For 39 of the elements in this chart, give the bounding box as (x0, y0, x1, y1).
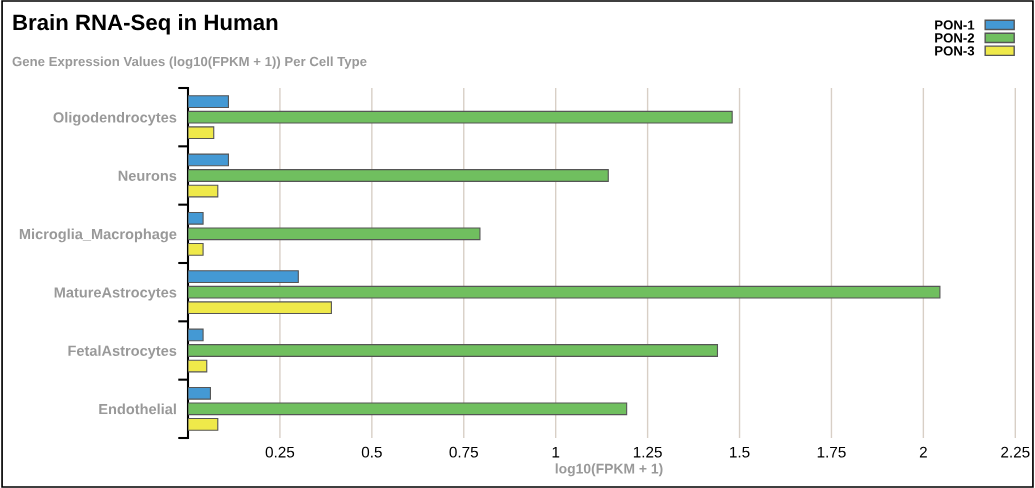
x-tick-label: 1.25 (633, 446, 662, 458)
y-tick-label: FetalAstrocytes (68, 345, 177, 359)
bar (188, 418, 219, 431)
bar (188, 386, 211, 400)
bar (188, 359, 208, 373)
x-axis-title: log10(FPKM + 1) (555, 463, 663, 477)
bar (188, 169, 609, 182)
x-tick-label: 0.75 (449, 446, 478, 458)
y-tick-label: Neurons (118, 170, 177, 181)
bar (188, 211, 204, 225)
bar (188, 110, 733, 124)
legend-label: PON-2 (935, 33, 975, 43)
bar (188, 153, 230, 167)
chart-subtitle: Gene Expression Values (log10(FPKM + 1)) Per Cell Type (12, 56, 367, 69)
bar (188, 227, 481, 241)
x-tick-label: 0.25 (265, 446, 295, 458)
bar (188, 126, 215, 140)
x-tick-label: 1.5 (730, 446, 750, 458)
bar (188, 328, 204, 342)
bar (188, 301, 332, 315)
legend-label: PON-3 (935, 46, 975, 56)
legend-label: PON-1 (935, 20, 975, 30)
y-tick-label: Oligodendrocytes (53, 111, 177, 126)
y-tick-label: MatureAstrocytes (54, 287, 177, 301)
bar (188, 285, 941, 299)
x-tick-label: 1 (552, 446, 560, 458)
x-tick-label: 2 (919, 446, 927, 458)
x-tick-label: 1.75 (817, 446, 846, 458)
chart-title: Brain RNA-Seq in Human (13, 13, 278, 35)
x-tick-label: 2.25 (1001, 446, 1030, 458)
bar (188, 270, 299, 283)
bar (188, 243, 204, 256)
x-tick-label: 0.5 (361, 446, 382, 458)
bar (188, 95, 230, 108)
y-tick-label: Endothelial (99, 403, 176, 415)
bar (188, 184, 219, 198)
bar (188, 402, 628, 416)
bar (188, 344, 719, 357)
y-tick-label: Microglia_Macrophage (19, 228, 177, 243)
